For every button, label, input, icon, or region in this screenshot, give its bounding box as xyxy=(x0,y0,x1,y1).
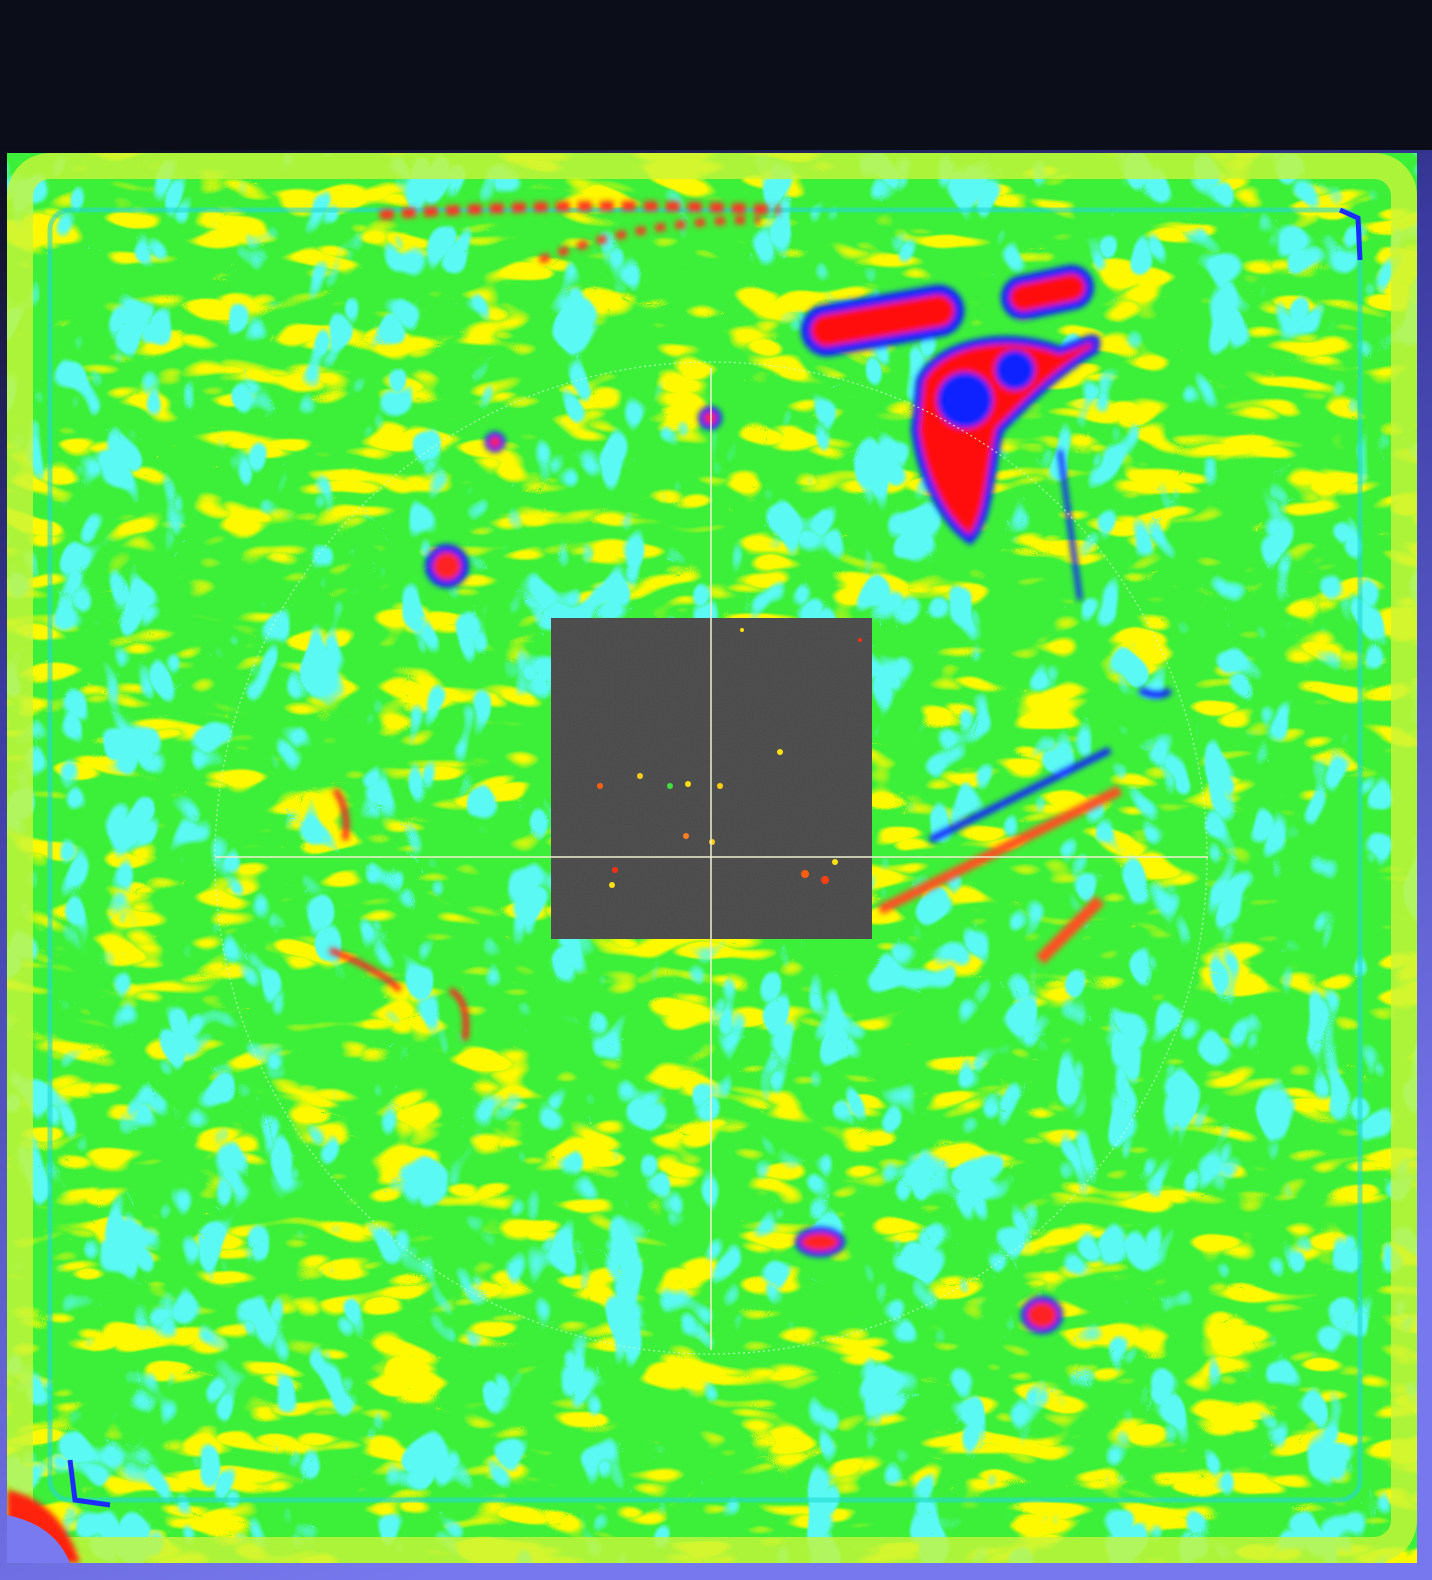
feature xyxy=(448,987,469,1041)
frame-band xyxy=(7,153,1417,1563)
speck xyxy=(612,867,618,873)
feature xyxy=(328,947,403,993)
feature xyxy=(698,406,722,430)
speck xyxy=(683,833,689,839)
speck xyxy=(740,628,744,632)
feature xyxy=(332,788,350,841)
speck xyxy=(858,638,862,642)
feature xyxy=(877,785,1123,915)
feature xyxy=(995,350,1035,390)
feature xyxy=(538,216,761,264)
feature xyxy=(937,372,993,428)
feature xyxy=(1138,686,1173,699)
feature xyxy=(484,431,506,453)
top-bar xyxy=(0,0,1432,150)
speck xyxy=(709,839,715,845)
speck xyxy=(717,783,723,789)
speck xyxy=(801,870,809,878)
feature xyxy=(1035,895,1105,965)
feature xyxy=(379,201,781,220)
range-circle xyxy=(214,361,1208,1355)
feature xyxy=(928,746,1112,844)
feature xyxy=(425,544,469,588)
frame-corner xyxy=(67,1459,111,1508)
speck xyxy=(832,859,838,865)
speck xyxy=(609,882,615,888)
inset-specks xyxy=(597,628,862,888)
speck xyxy=(637,773,643,779)
corner-artifact xyxy=(7,1515,70,1563)
speck xyxy=(685,781,691,787)
speck xyxy=(777,749,783,755)
features xyxy=(328,201,1173,1334)
feature xyxy=(1000,264,1094,321)
speck xyxy=(821,876,829,884)
speck xyxy=(667,783,673,789)
speck xyxy=(597,783,603,789)
feature xyxy=(1021,1296,1063,1334)
feature xyxy=(1057,449,1083,601)
feature xyxy=(795,1227,845,1257)
frame-inner xyxy=(47,207,1363,1503)
frame-corner xyxy=(1338,207,1363,261)
feature xyxy=(800,284,965,357)
